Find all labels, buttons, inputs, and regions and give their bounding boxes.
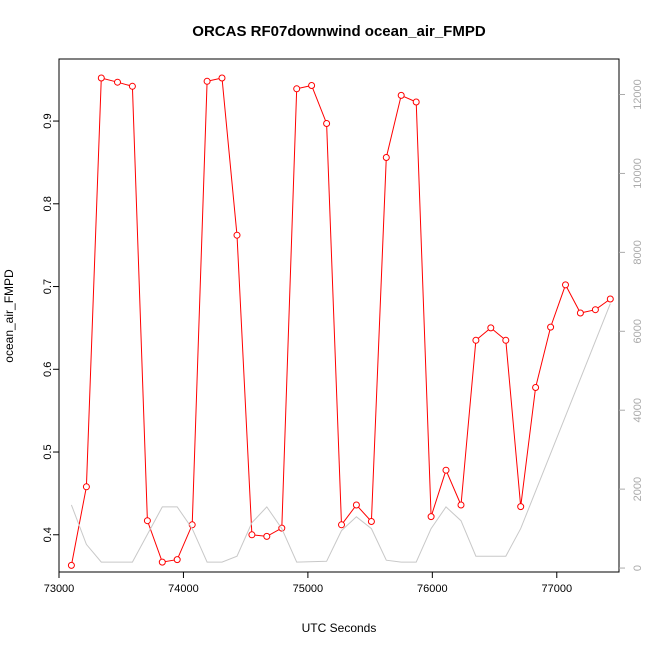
- x-tick-label: 75000: [293, 583, 324, 595]
- data-point: [82, 483, 90, 491]
- data-point: [442, 466, 450, 474]
- y-tick-label: 0.4: [42, 527, 54, 542]
- data-point: [233, 231, 241, 239]
- data-point: [487, 324, 495, 332]
- data-point: [114, 78, 121, 86]
- y-tick-label: 0.8: [42, 196, 54, 211]
- data-point: [367, 518, 375, 525]
- y2-tick-label: 2000: [632, 477, 644, 501]
- plot-frame: [58, 58, 620, 573]
- data-point: [397, 91, 405, 99]
- data-point: [67, 561, 75, 569]
- y2-tick-label: 6000: [632, 319, 644, 343]
- data-point: [218, 74, 226, 82]
- y-tick-label: 0.7: [42, 279, 54, 294]
- y-tick-label: 0.9: [42, 113, 54, 128]
- data-point: [128, 82, 136, 90]
- x-axis-label: UTC Seconds: [302, 621, 377, 635]
- data-point: [562, 281, 569, 289]
- data-point: [263, 532, 271, 540]
- x-tick-label: 73000: [44, 583, 75, 595]
- data-point: [248, 531, 256, 539]
- data-point: [308, 82, 316, 89]
- data-point: [293, 85, 301, 93]
- x-tick-label: 77000: [541, 583, 572, 595]
- x-tick-label: 74000: [168, 583, 199, 595]
- data-point: [173, 556, 181, 564]
- data-point: [338, 521, 345, 529]
- y2-tick-label: 4000: [632, 398, 644, 422]
- data-point: [382, 154, 390, 161]
- data-point: [143, 517, 151, 525]
- data-point: [412, 98, 420, 106]
- y-tick-label: 0.5: [42, 444, 54, 459]
- axes: 73000 74000 75000 76000 77000 0.4 0.5 0.6 0.7 0.8…: [42, 79, 644, 595]
- data-point: [472, 336, 480, 344]
- y2-tick-label: 8000: [632, 240, 644, 264]
- y-axis-label: ocean_air_FMPD: [2, 269, 16, 363]
- y2-tick-label: 12000: [632, 79, 644, 110]
- y2-tick-label: 10000: [632, 158, 644, 189]
- data-point: [203, 77, 211, 85]
- data-point: [576, 309, 584, 317]
- data-point: [606, 295, 614, 303]
- data-point: [427, 513, 435, 521]
- y2-tick-label: 0: [632, 565, 644, 571]
- data-point: [591, 306, 599, 314]
- series-line-secondary: [70, 303, 611, 563]
- data-point: [323, 120, 331, 127]
- chart-title: ORCAS RF07downwind ocean_air_FMPD: [192, 23, 486, 40]
- data-point: [502, 336, 510, 344]
- x-tick-label: 76000: [417, 583, 448, 595]
- y-tick-label: 0.6: [42, 362, 54, 377]
- data-point: [352, 501, 360, 509]
- data-point: [547, 323, 555, 331]
- data-point: [97, 74, 105, 82]
- data-point: [517, 503, 525, 511]
- data-point: [532, 384, 540, 391]
- data-point: [158, 558, 166, 566]
- data-point: [457, 501, 465, 509]
- series-layer: [67, 74, 614, 569]
